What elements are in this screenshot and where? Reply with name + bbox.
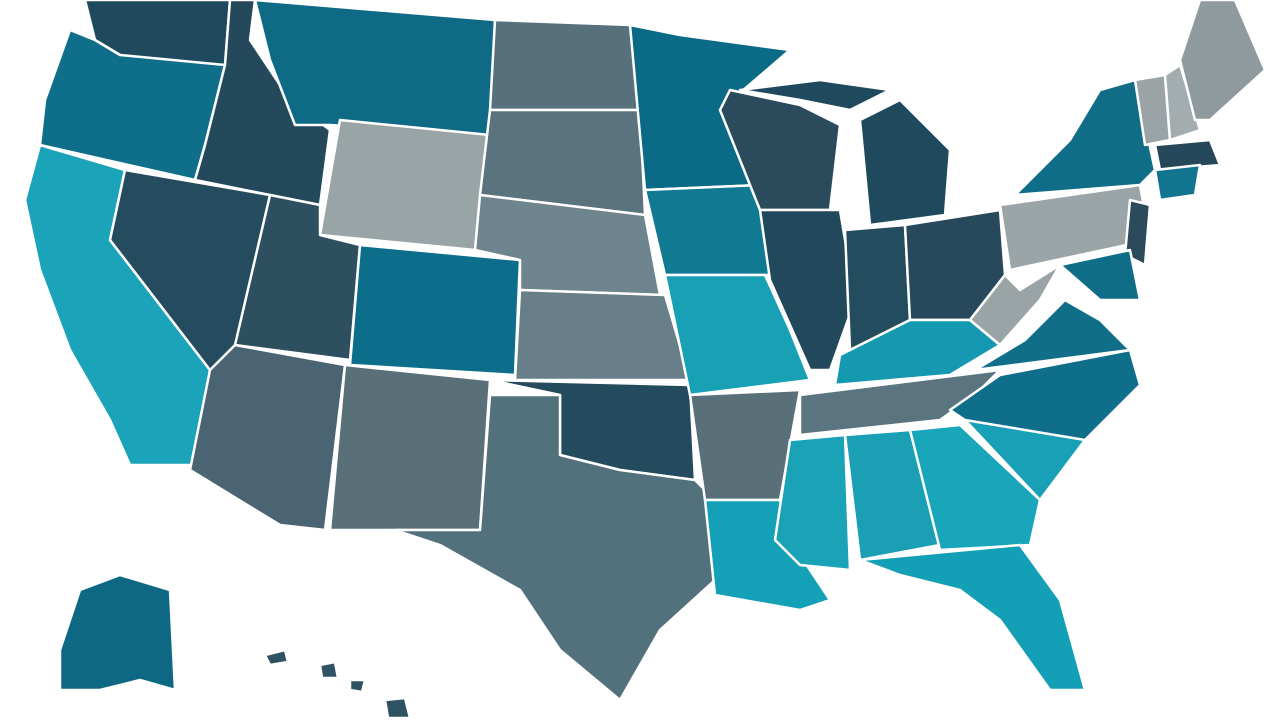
state xyxy=(1163,63,1202,142)
states xyxy=(23,0,1267,720)
state xyxy=(1153,163,1202,202)
island xyxy=(348,678,367,694)
state xyxy=(1153,138,1222,172)
state xyxy=(58,573,177,692)
state xyxy=(758,208,857,372)
state xyxy=(488,18,642,112)
island xyxy=(383,696,412,720)
state xyxy=(193,0,332,207)
state xyxy=(738,78,892,112)
state xyxy=(1058,248,1142,302)
state xyxy=(1178,0,1267,122)
state xyxy=(773,433,852,572)
state xyxy=(188,343,347,532)
state xyxy=(318,118,492,252)
state xyxy=(973,298,1132,372)
state xyxy=(253,0,497,137)
state xyxy=(663,273,812,397)
state xyxy=(858,98,952,227)
state xyxy=(513,288,692,382)
state xyxy=(998,183,1152,272)
state xyxy=(948,348,1142,442)
island xyxy=(263,648,290,667)
state xyxy=(908,423,1042,552)
state xyxy=(858,543,1087,692)
state xyxy=(393,393,717,702)
island xyxy=(318,660,340,680)
state xyxy=(348,243,522,377)
state xyxy=(328,363,492,532)
state xyxy=(1123,198,1152,267)
state xyxy=(1013,78,1157,197)
